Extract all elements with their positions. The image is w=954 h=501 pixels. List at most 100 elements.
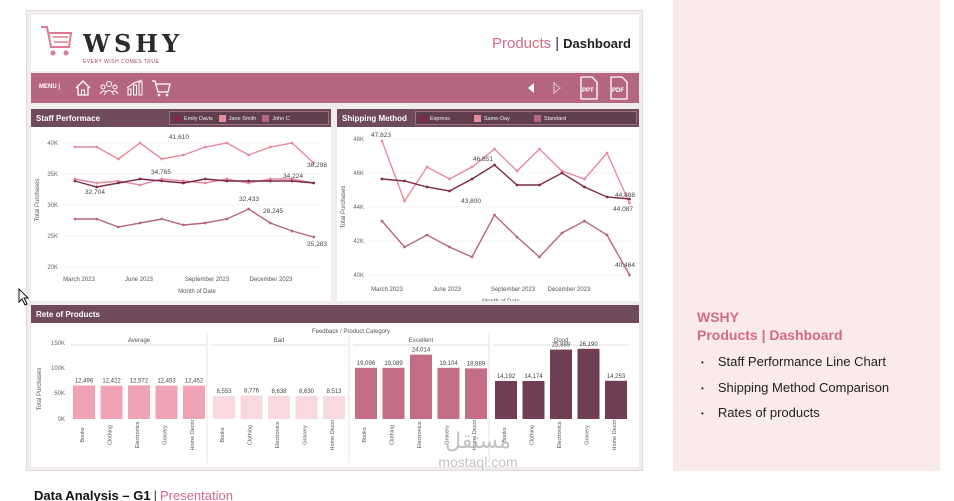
data-point [268, 177, 272, 181]
data-point [225, 177, 229, 181]
menu-label: MENU | [39, 84, 61, 90]
series-line-emily-davis [74, 178, 314, 188]
data-point [95, 217, 99, 221]
data-label: 38,298 [307, 162, 327, 169]
data-label: 40,464 [615, 262, 635, 269]
data-point [117, 179, 120, 183]
category-label: Home Decor [190, 419, 196, 450]
data-point [182, 153, 185, 157]
y-tick-label: 20K [47, 265, 58, 271]
series-line-express [381, 164, 630, 200]
x-axis-label: Month of Date [178, 289, 216, 295]
x-tick-label: March 2023 [371, 287, 403, 293]
legend-label: Emily Davis [184, 115, 213, 122]
ppt-file-icon[interactable]: PPT [579, 76, 599, 100]
data-point [117, 225, 120, 229]
ppt-label: PPT [582, 88, 594, 94]
data-point [380, 219, 384, 223]
title-dashboard: Dashboard [563, 36, 631, 51]
bar [323, 396, 345, 419]
group-label: Excellent [409, 338, 434, 344]
data-point [182, 181, 185, 185]
y-tick-label: 40K [353, 273, 364, 279]
legend-swatch [473, 114, 481, 122]
legend-swatch [262, 114, 270, 122]
staff-legend[interactable]: Emily Davis Jane Smith John C [169, 111, 329, 125]
data-label: 12,422 [102, 379, 121, 385]
y-tick-label: 100K [51, 366, 65, 372]
y-axis-label: Total Purchases [341, 186, 347, 229]
y-tick-label: 0K [58, 417, 65, 423]
data-label: 34,765 [151, 169, 171, 176]
prev-arrow-icon[interactable] [525, 82, 537, 94]
data-point [225, 179, 229, 183]
data-point [73, 177, 77, 181]
bar [183, 385, 205, 419]
data-label: 8,776 [244, 388, 260, 394]
category-label: Electronics [275, 421, 281, 448]
group-label: Good [554, 338, 569, 344]
data-label: 34,224 [283, 173, 303, 180]
data-point [290, 229, 294, 233]
x-tick-label: June 2023 [433, 287, 462, 293]
next-arrow-icon[interactable] [551, 82, 563, 94]
data-point [493, 213, 496, 217]
staff-performance-panel: Staff Performace Emily Davis Jane Smith … [31, 109, 331, 301]
y-tick-label: 42K [353, 239, 364, 245]
category-label: Grocery [585, 425, 591, 445]
category-label: Clothing [530, 425, 536, 445]
data-label: 46,851 [473, 156, 493, 163]
legend-swatch [420, 114, 427, 122]
y-tick-label: 46K [353, 171, 364, 177]
data-point [628, 273, 631, 277]
category-label: Books [502, 427, 508, 443]
legend-label: Same-Day [483, 115, 510, 122]
data-point [247, 207, 251, 211]
data-point [448, 245, 451, 249]
pdf-file-icon[interactable]: PDF [609, 76, 629, 100]
bar [128, 385, 150, 419]
data-point [403, 199, 406, 203]
home-icon[interactable] [73, 78, 93, 98]
y-axis-label: Total Purchases [35, 179, 41, 222]
data-label: 44,888 [615, 192, 635, 199]
data-point [312, 181, 316, 185]
legend-item: John C [262, 114, 290, 122]
rate-panel-title: Rete of Products [31, 305, 639, 323]
bar-chart-icon[interactable] [125, 78, 145, 98]
data-label: 24,014 [412, 348, 431, 354]
data-point [560, 171, 564, 175]
data-point [182, 179, 185, 183]
category-label: Home Decor [330, 419, 336, 450]
x-tick-label: December 2023 [548, 287, 591, 293]
watermark-arabic: مستقل [445, 429, 511, 454]
team-icon[interactable] [99, 78, 119, 98]
data-point [73, 179, 77, 183]
shipping-legend[interactable]: Express Same-Day Standard [415, 111, 637, 125]
data-point [138, 141, 142, 145]
category-label: Electronics [135, 421, 141, 448]
side-title: Products | Dashboard [697, 327, 843, 343]
bar [100, 385, 123, 419]
footer-caption: Data Analysis – G1 | Presentation [34, 488, 233, 501]
data-point [538, 147, 541, 151]
category-label: Clothing [248, 425, 254, 445]
data-label: 44,087 [613, 206, 633, 213]
data-point [203, 221, 207, 225]
category-label: Grocery [163, 425, 169, 445]
cart-icon[interactable] [151, 78, 171, 98]
side-brand: WSHY [697, 309, 739, 325]
data-point [290, 177, 294, 181]
data-point [160, 217, 164, 221]
data-point [160, 179, 164, 183]
data-label: 43,800 [461, 198, 481, 205]
data-point [515, 169, 519, 173]
data-label: 14,253 [607, 374, 626, 380]
series-line-jane-smith [75, 142, 315, 164]
series-line-jane-smith-b [74, 178, 314, 186]
footer-bold: Data Analysis – G1 [34, 488, 151, 501]
data-point [203, 145, 207, 149]
data-point [403, 179, 406, 183]
x-tick-label: December 2023 [250, 277, 293, 283]
